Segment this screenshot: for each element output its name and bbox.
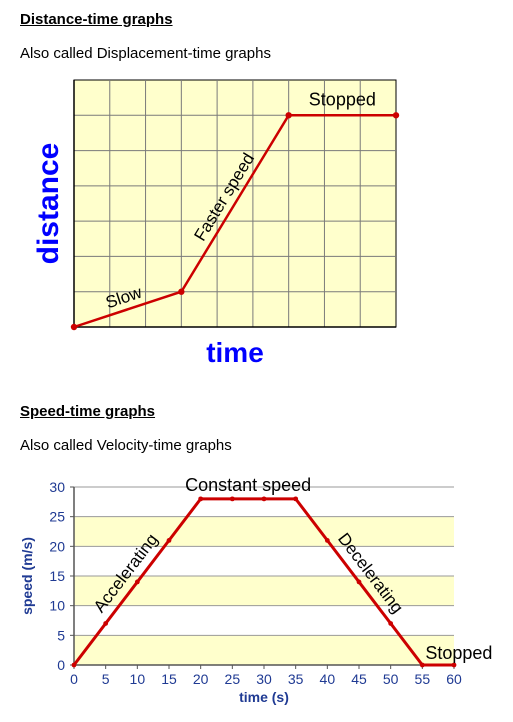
data-point	[70, 323, 78, 331]
x-tick-label: 25	[225, 671, 241, 687]
section-heading-distance-time: Distance-time graphs	[20, 11, 173, 28]
x-axis-label: time	[206, 337, 264, 368]
x-tick-label: 10	[130, 671, 146, 687]
y-axis-label: speed (m/s)	[19, 537, 35, 615]
section-heading-speed-time: Speed-time graphs	[20, 403, 156, 420]
x-tick-label: 5	[102, 671, 110, 687]
section-subtitle-speed-time: Also called Velocity-time graphs	[20, 437, 232, 454]
data-point	[324, 538, 330, 543]
data-point	[166, 538, 172, 543]
data-point	[451, 662, 457, 668]
data-point	[392, 112, 400, 119]
data-point	[103, 621, 109, 626]
x-axis-label: time (s)	[239, 689, 289, 705]
data-point	[134, 579, 140, 585]
plot-band	[74, 516, 454, 547]
annotation-label: Constant speed	[185, 475, 311, 495]
data-point	[178, 288, 185, 295]
section-subtitle-distance-time: Also called Displacement-time graphs	[20, 45, 271, 62]
x-tick-label: 20	[193, 671, 209, 687]
annotation-label: Stopped	[309, 89, 376, 109]
data-point	[419, 662, 425, 668]
x-tick-label: 55	[415, 671, 431, 687]
speed-time-chart: 0 5 10 15 20 25 30 0 5 10 15 20 25 30 35 40 45 50 55 60 time…	[19, 475, 492, 705]
data-point	[229, 496, 235, 502]
x-tick-label: 15	[161, 671, 177, 687]
y-tick-label: 0	[57, 657, 65, 673]
x-tick-label: 50	[383, 671, 399, 687]
y-tick-label: 10	[49, 598, 65, 614]
y-tick-label: 20	[49, 538, 65, 554]
plot-band	[74, 635, 454, 665]
y-tick-label: 5	[57, 627, 65, 643]
data-point	[261, 496, 267, 502]
data-point	[356, 579, 362, 585]
x-tick-label: 30	[256, 671, 272, 687]
y-tick-label: 25	[49, 509, 65, 525]
x-tick-label: 60	[446, 671, 462, 687]
y-axis-label: distance	[32, 143, 65, 265]
data-point	[198, 496, 204, 502]
series-line	[73, 114, 396, 329]
y-tick-label: 15	[49, 568, 65, 584]
annotation-label: Stopped	[425, 643, 492, 663]
y-tick-label: 30	[49, 479, 65, 495]
x-tick-label: 45	[351, 671, 367, 687]
data-point	[71, 662, 77, 668]
x-tick-label: 40	[320, 671, 336, 687]
data-point	[285, 112, 292, 119]
data-point	[293, 496, 299, 502]
data-point	[388, 621, 394, 626]
x-tick-label: 0	[70, 671, 78, 687]
x-tick-label: 35	[288, 671, 304, 687]
